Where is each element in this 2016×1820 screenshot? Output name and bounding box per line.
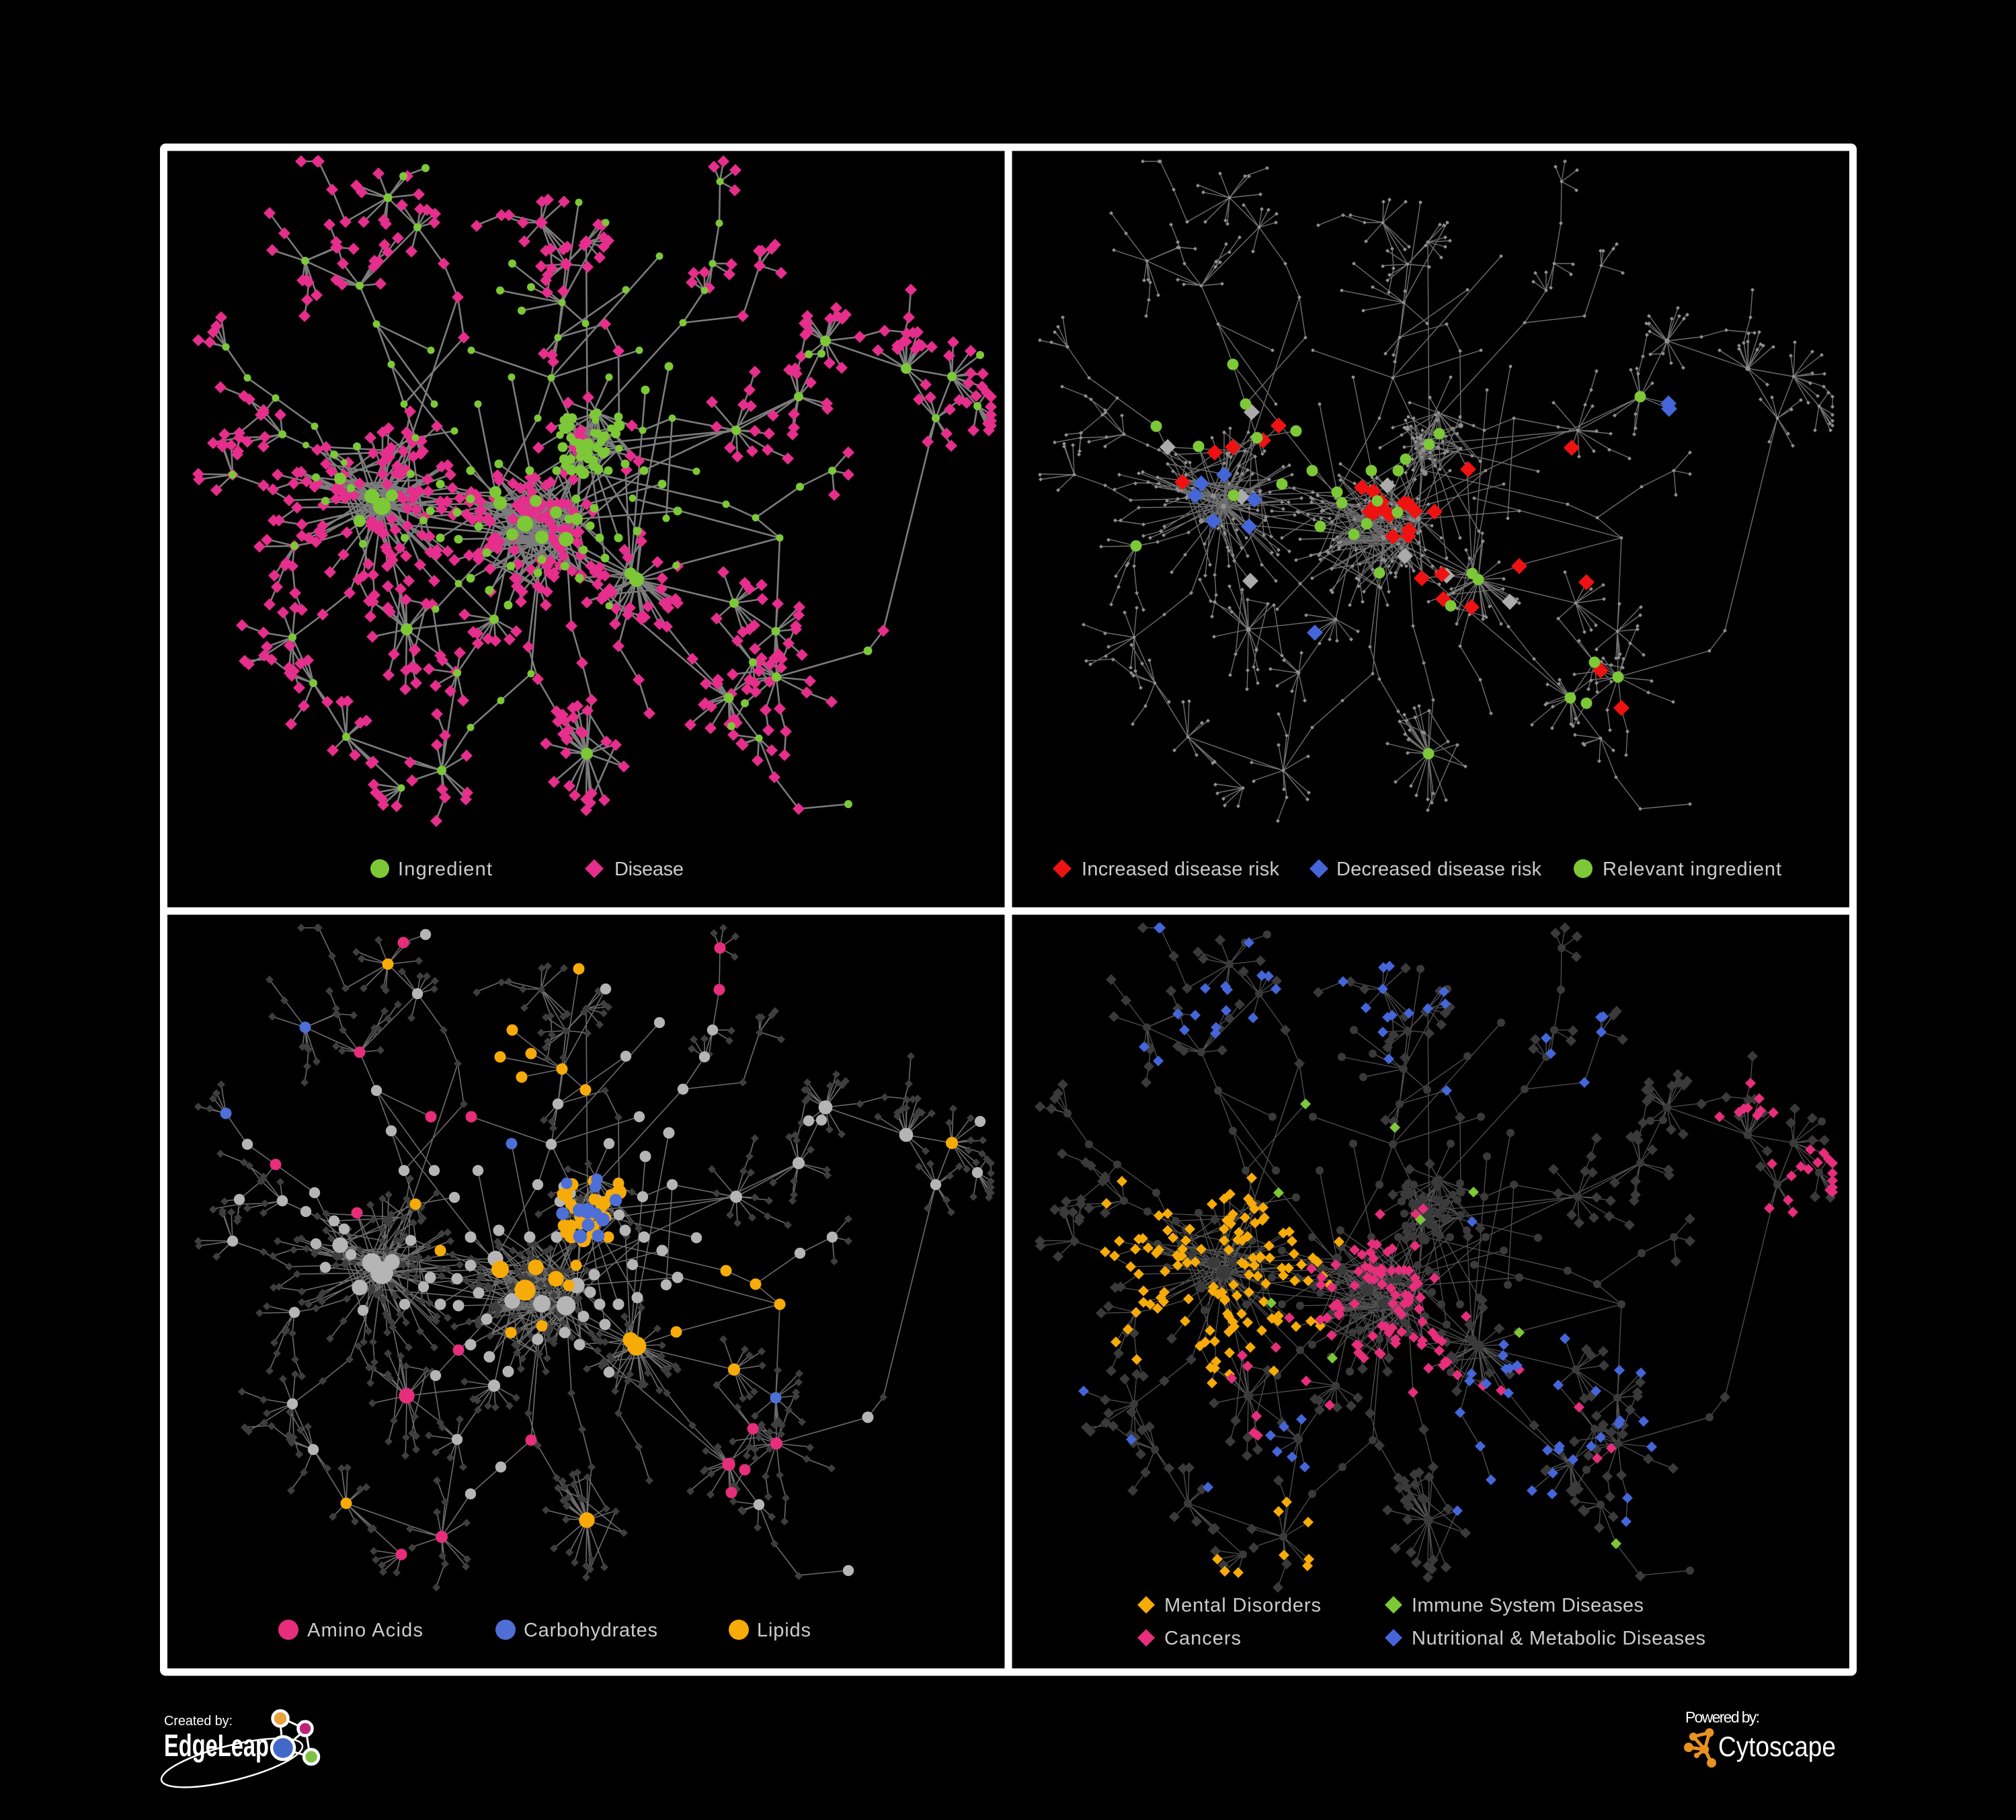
svg-text:Powered by:: Powered by: (1685, 1708, 1760, 1726)
svg-text:Cytoscape: Cytoscape (1718, 1731, 1836, 1762)
svg-text:Ingredient: Ingredient (398, 859, 492, 880)
svg-text:Decreased disease risk: Decreased disease risk (1336, 859, 1542, 880)
svg-text:Carbohydrates: Carbohydrates (524, 1620, 657, 1641)
svg-text:Lipids: Lipids (757, 1620, 811, 1641)
svg-text:Increased disease risk: Increased disease risk (1082, 859, 1280, 880)
svg-text:Mental Disorders: Mental Disorders (1164, 1595, 1321, 1616)
svg-text:Cancers: Cancers (1164, 1628, 1241, 1649)
svg-text:Immune System Diseases: Immune System Diseases (1412, 1595, 1644, 1616)
svg-text:Nutritional & Metabolic Diseas: Nutritional & Metabolic Diseases (1412, 1628, 1705, 1649)
svg-text:Relevant ingredient: Relevant ingredient (1603, 859, 1781, 880)
svg-text:EdgeLeap: EdgeLeap (164, 1728, 269, 1763)
svg-text:Amino Acids: Amino Acids (307, 1620, 423, 1641)
svg-text:Disease: Disease (614, 859, 684, 880)
svg-text:Created by:: Created by: (164, 1714, 233, 1729)
